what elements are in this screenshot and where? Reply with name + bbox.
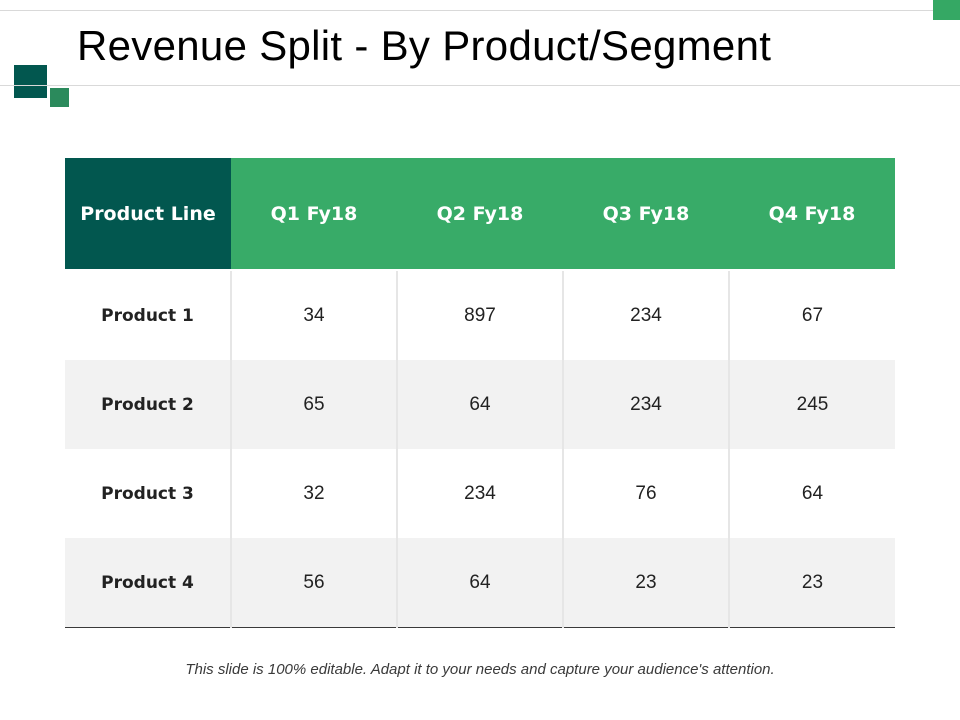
table-cell: 34 — [230, 270, 397, 360]
revenue-table: Product Line Q1 Fy18 Q2 Fy18 Q3 Fy18 Q4 … — [65, 158, 895, 628]
decorative-square-green — [50, 88, 69, 107]
column-header-q3: Q3 Fy18 — [563, 158, 729, 271]
column-header-q2: Q2 Fy18 — [397, 158, 563, 271]
corner-accent-square — [933, 0, 960, 20]
table-row: Product 4 56 64 23 23 — [65, 538, 895, 628]
column-header-q1: Q1 Fy18 — [231, 158, 397, 271]
table-cell: 23 — [728, 538, 895, 628]
table-cell: 67 — [728, 270, 895, 360]
table-cell: 64 — [396, 360, 563, 449]
table-cell: 64 — [396, 538, 563, 628]
table-row: Product 1 34 897 234 67 — [65, 270, 895, 360]
table-header-row: Product Line Q1 Fy18 Q2 Fy18 Q3 Fy18 Q4 … — [65, 158, 895, 271]
row-label: Product 1 — [101, 305, 194, 326]
table-cell: 897 — [396, 270, 563, 360]
page-title: Revenue Split - By Product/Segment — [77, 22, 772, 69]
table-cell: 56 — [230, 538, 397, 628]
table-cell: 65 — [230, 360, 397, 449]
row-label: Product 4 — [65, 538, 231, 628]
table-cell: 234 — [562, 360, 729, 449]
column-header-q4: Q4 Fy18 — [729, 158, 895, 271]
table-cell: 234 — [396, 449, 563, 538]
footer-note: This slide is 100% editable. Adapt it to… — [185, 661, 775, 678]
top-divider — [0, 10, 960, 11]
column-header-product-line: Product Line — [65, 158, 231, 271]
row-label: Product 2 — [65, 360, 231, 449]
decorative-square-dark — [14, 65, 47, 98]
row-label: Product 3 — [101, 483, 194, 504]
table-cell: 76 — [562, 449, 729, 538]
table-cell: 23 — [562, 538, 729, 628]
title-divider — [0, 85, 960, 86]
table-cell: 64 — [728, 449, 895, 538]
table-row: Product 2 65 64 234 245 — [65, 360, 895, 449]
table-cell: 234 — [562, 270, 729, 360]
table-cell: 32 — [230, 449, 397, 538]
table-cell: 245 — [728, 360, 895, 449]
table-row: Product 3 32 234 76 64 — [65, 449, 895, 538]
